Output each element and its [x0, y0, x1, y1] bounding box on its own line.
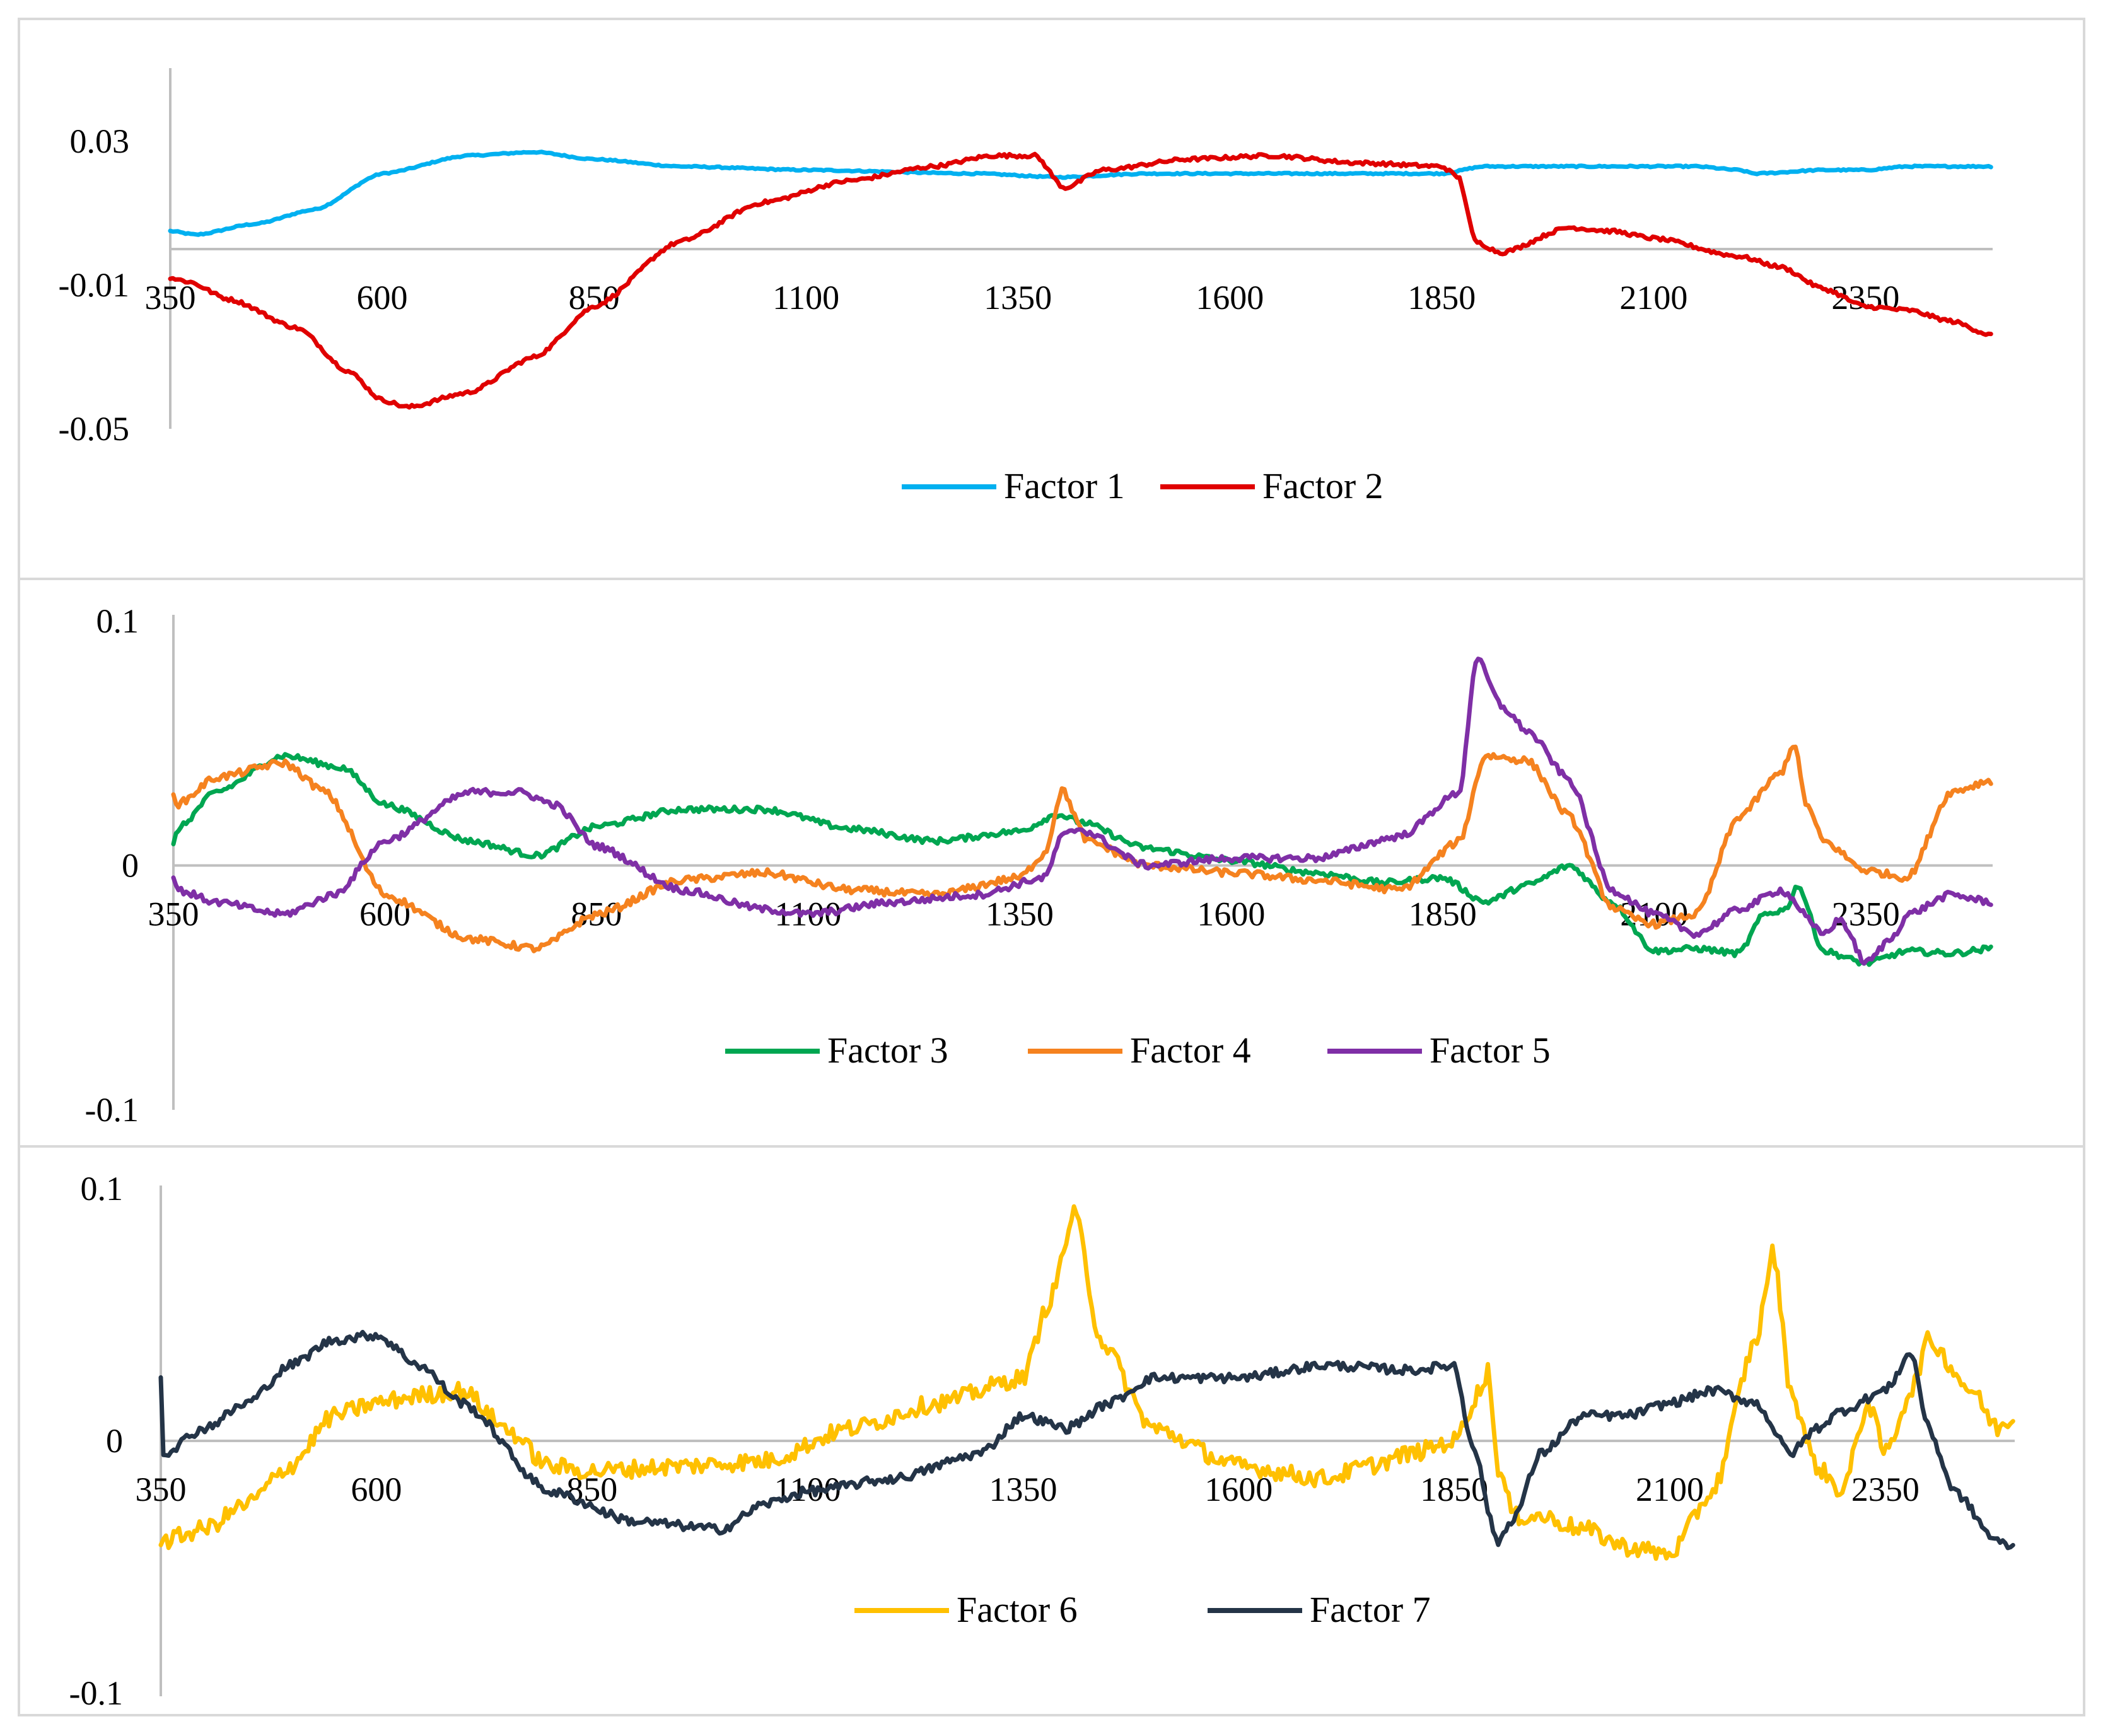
y-tick-label: -0.1: [85, 1091, 139, 1129]
y-tick-label: -0.01: [59, 266, 129, 304]
legend-label-factor-4: Factor 4: [1130, 1030, 1251, 1071]
panel-border: [18, 1145, 2085, 1716]
x-tick-label: 350: [136, 1471, 187, 1508]
y-tick-label: 0: [106, 1422, 123, 1460]
legend: Factor 3 Factor 4 Factor 5: [725, 1030, 1551, 1071]
legend-label-factor-5: Factor 5: [1430, 1030, 1551, 1071]
x-tick-label: 1850: [1407, 279, 1476, 317]
x-tick-label: 600: [351, 1471, 402, 1508]
legend-label-factor-2: Factor 2: [1262, 465, 1384, 506]
x-tick-label: 1350: [989, 1471, 1057, 1508]
x-tick-label: 2100: [1636, 1471, 1704, 1508]
x-tick-label: 1100: [772, 279, 839, 317]
y-tick-label: 0.03: [70, 122, 130, 160]
series-line-factor-2: [168, 151, 1993, 410]
x-tick-label: 1850: [1409, 895, 1477, 933]
legend-label-factor-1: Factor 1: [1004, 465, 1125, 506]
legend-label-factor-6: Factor 6: [957, 1589, 1078, 1630]
y-tick-label: 0: [122, 847, 139, 885]
x-tick-label: 2350: [1851, 1471, 1919, 1508]
chart-panel-3: 0.10-0.1350 600 850 1100 1350 1600 1850 2100 235…: [18, 1145, 2085, 1716]
x-tick-label: 2350: [1832, 895, 1900, 933]
x-tick-label: 1600: [1197, 895, 1265, 933]
x-tick-label: 1350: [986, 895, 1054, 933]
series-line-factor-6: [158, 1204, 2015, 1561]
x-tick-label: 1600: [1196, 279, 1264, 317]
x-tick-label: 350: [148, 895, 199, 933]
x-tick-label: 1350: [984, 279, 1052, 317]
legend: Factor 6 Factor 7: [854, 1589, 1431, 1630]
series-line-factor-3: [171, 752, 1993, 967]
x-tick-label: 350: [145, 279, 196, 317]
x-tick-label: 2100: [1619, 279, 1687, 317]
y-tick-label: -0.05: [59, 410, 129, 448]
legend: Factor 1 Factor 2: [902, 465, 1384, 506]
legend-label-factor-7: Factor 7: [1310, 1589, 1431, 1630]
series-line-factor-7: [158, 1329, 2015, 1551]
x-tick-label: 600: [357, 279, 408, 317]
series-line-factor-1: [168, 149, 1993, 237]
y-tick-label: -0.1: [69, 1674, 123, 1712]
y-tick-label: 0.1: [96, 602, 139, 640]
y-tick-label: 0.1: [81, 1170, 124, 1208]
legend-label-factor-3: Factor 3: [827, 1030, 948, 1071]
chart-panel-2: 0.10-0.1350 600 850 1100 1350 1600 1850 2100 235…: [18, 578, 2085, 1148]
x-tick-label: 1850: [1420, 1471, 1488, 1508]
series-line-factor-5: [171, 656, 1993, 966]
